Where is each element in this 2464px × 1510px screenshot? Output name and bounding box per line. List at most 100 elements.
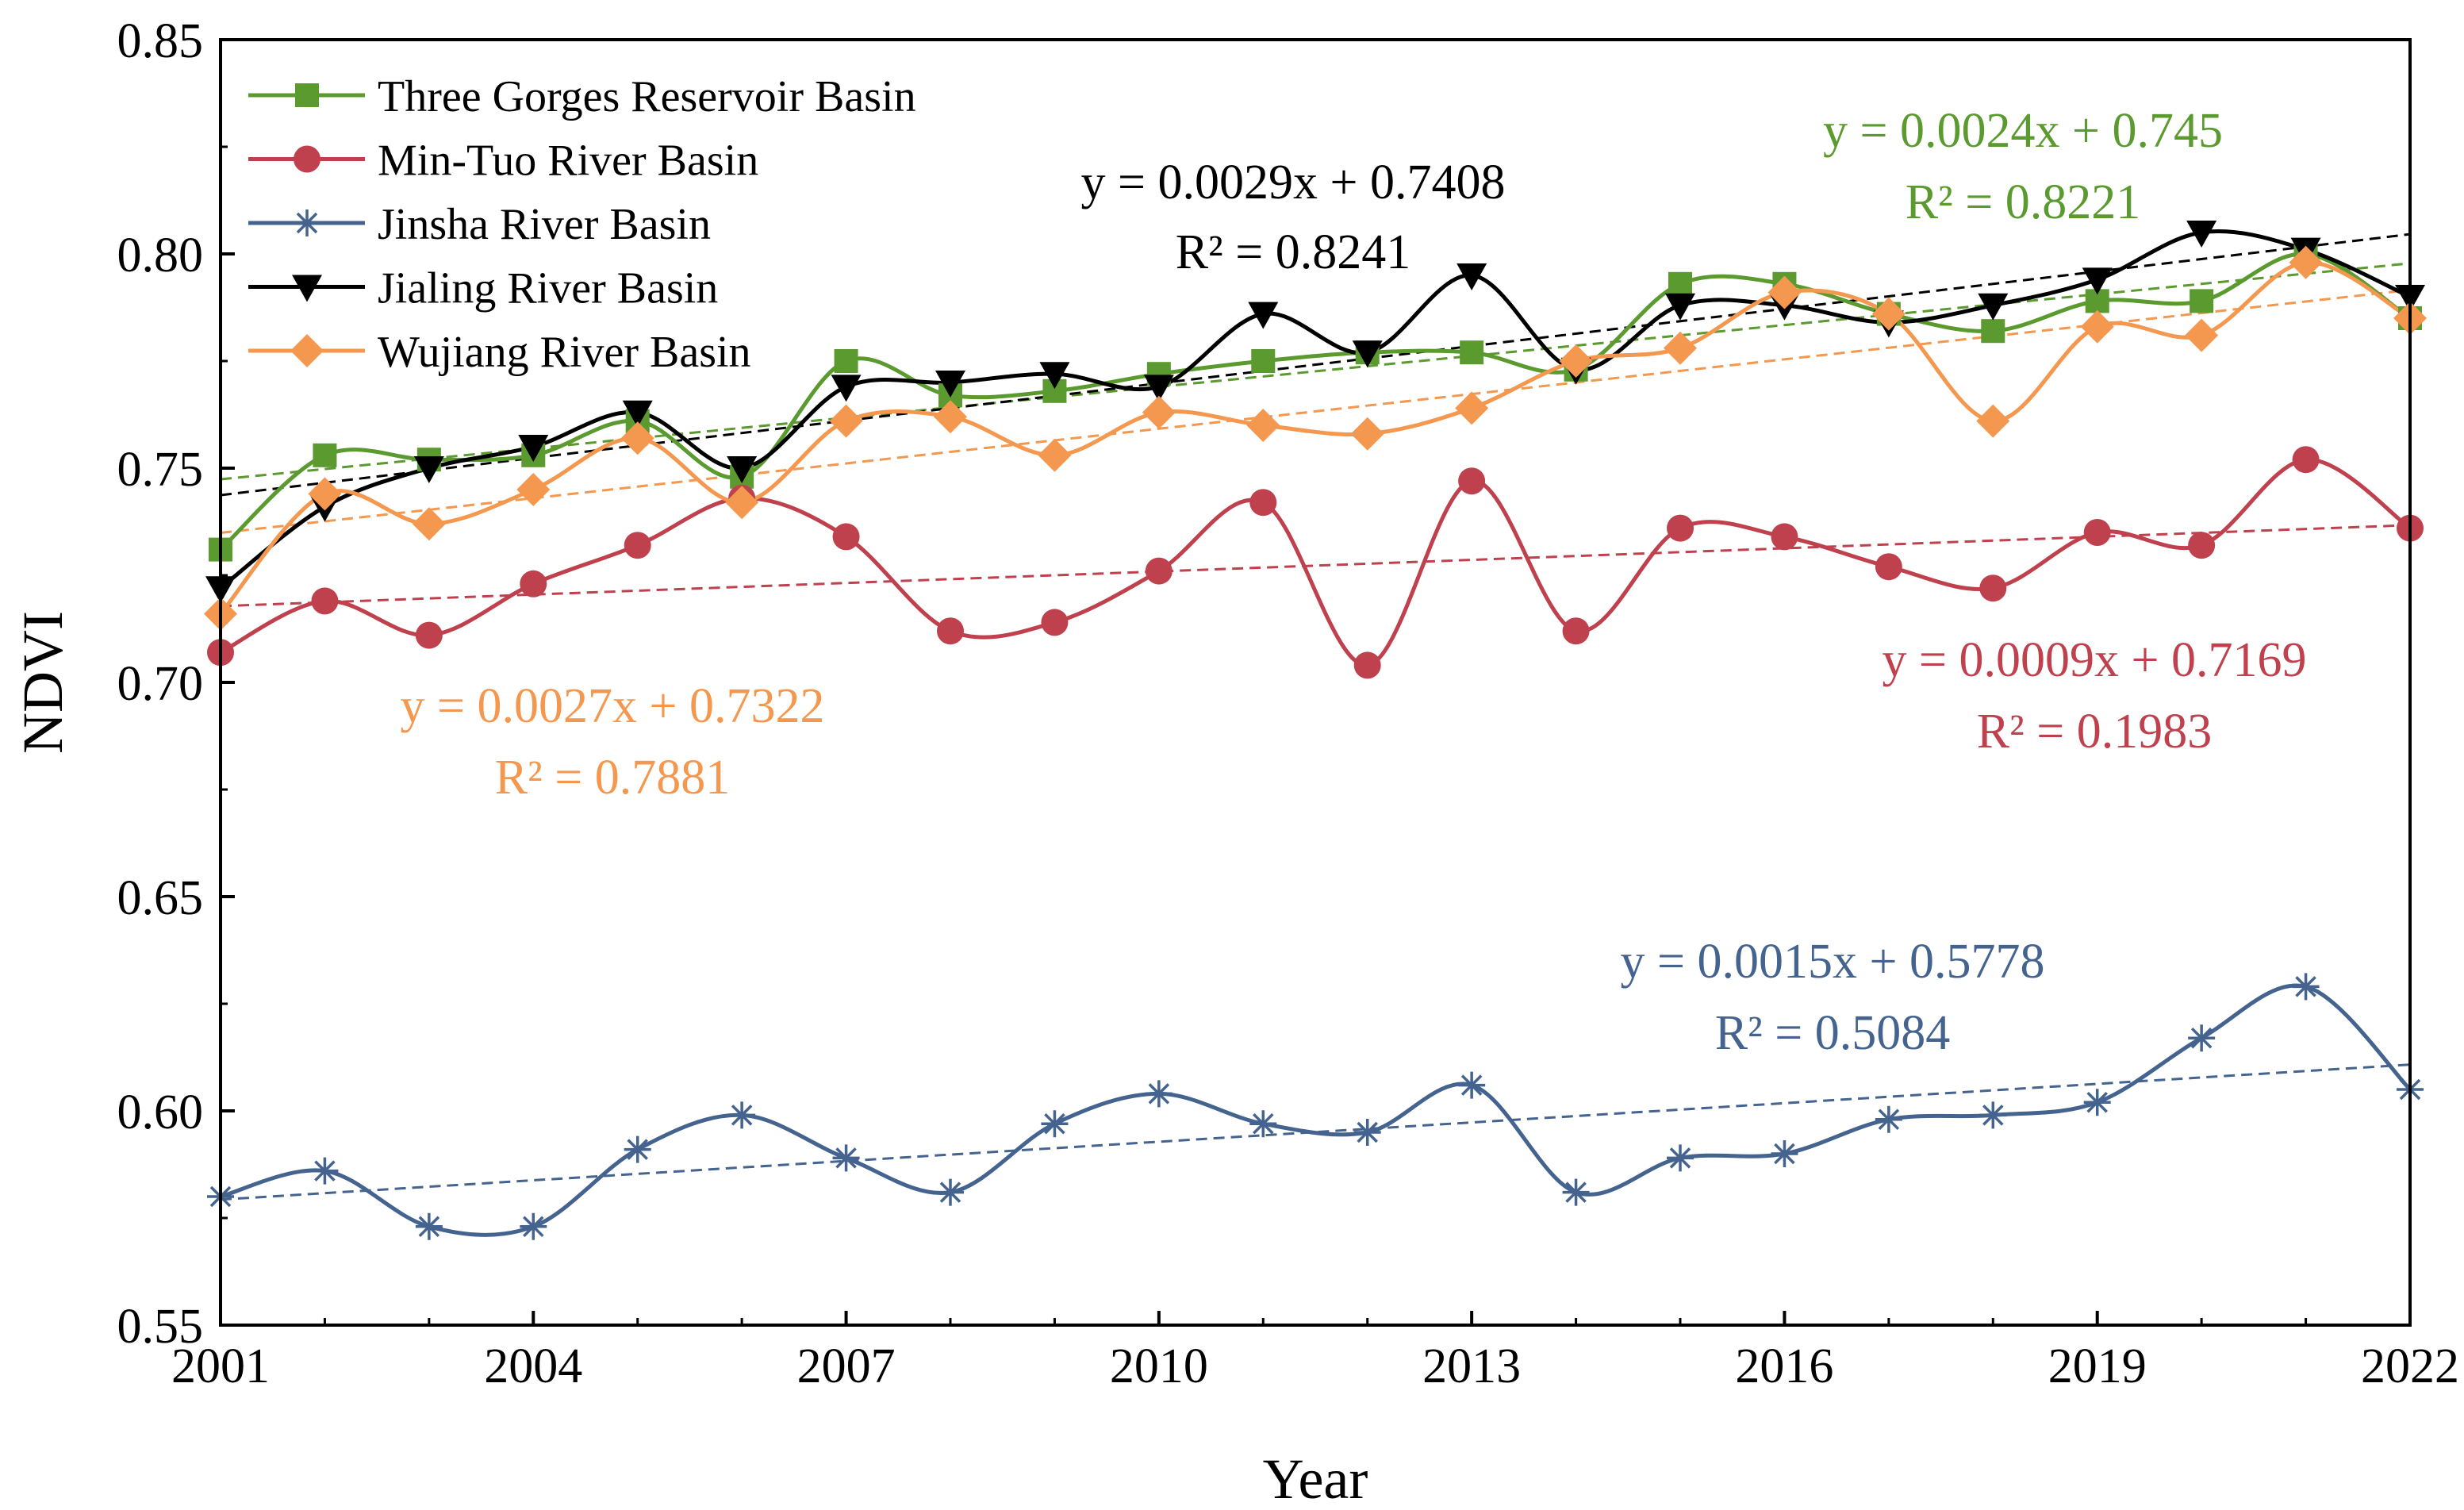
point-jialing-2010	[1143, 375, 1174, 402]
r2-wujiang: R² = 0.7881	[495, 751, 730, 805]
point-jialing-2009	[1039, 362, 1070, 390]
x-tick-label-2013: 2013	[1422, 1339, 1521, 1393]
legend-marker-min-tuo	[294, 145, 320, 173]
point-wujiang-2003	[412, 507, 446, 541]
point-jialing-2019	[2082, 267, 2113, 295]
point-min-tuo-2021	[2292, 446, 2320, 474]
point-jinsha-2021	[2292, 973, 2320, 1001]
point-min-tuo-2012	[1353, 651, 1381, 679]
point-jialing-2015	[1665, 293, 1695, 321]
legend-label-min-tuo: Min-Tuo River Basin	[378, 136, 758, 186]
point-min-tuo-2013	[1458, 467, 1486, 495]
point-jialing-2003	[413, 456, 444, 483]
point-wujiang-2017	[1871, 297, 1906, 331]
series-line-jialing	[219, 229, 2412, 590]
point-jinsha-2011	[1249, 1110, 1277, 1138]
equation-wujiang: y = 0.0027x + 0.7322	[401, 679, 825, 733]
trendline-min-tuo	[220, 524, 2411, 608]
point-wujiang-2015	[1664, 331, 1697, 365]
point-jialing-2006	[727, 456, 758, 483]
point-wujiang-2011	[1246, 409, 1280, 442]
point-wujiang-2020	[2185, 318, 2219, 352]
point-min-tuo-2020	[2188, 532, 2216, 559]
y-tick-label-0.75: 0.75	[117, 443, 204, 497]
point-three-gorges-2020	[2190, 289, 2214, 313]
point-jinsha-2018	[1979, 1101, 2007, 1129]
annotation-min-tuo: y = 0.0009x + 0.7169 R² = 0.1983	[1883, 633, 2307, 759]
y-tick-label-0.80: 0.80	[117, 229, 204, 282]
r2-three-gorges: R² = 0.8221	[1906, 175, 2140, 229]
point-min-tuo-2002	[311, 587, 339, 615]
annotation-wujiang: y = 0.0027x + 0.7322 R² = 0.7881	[401, 679, 825, 805]
point-jinsha-2002	[311, 1157, 339, 1185]
point-wujiang-2021	[2289, 245, 2323, 279]
point-min-tuo-2018	[1979, 574, 2007, 602]
point-three-gorges-2002	[313, 443, 337, 467]
point-wujiang-2018	[1976, 404, 2010, 438]
point-min-tuo-2003	[415, 621, 443, 649]
point-wujiang-2008	[934, 400, 967, 434]
point-jinsha-2019	[2083, 1089, 2111, 1116]
point-min-tuo-2004	[520, 570, 547, 597]
x-tick-label-2007: 2007	[797, 1339, 896, 1393]
point-jinsha-2020	[2188, 1024, 2216, 1052]
point-min-tuo-2016	[1771, 523, 1798, 551]
point-three-gorges-2013	[1460, 340, 1484, 365]
point-jinsha-2004	[520, 1212, 547, 1240]
point-min-tuo-2014	[1562, 617, 1590, 645]
point-wujiang-2004	[516, 473, 551, 506]
point-jinsha-2016	[1771, 1140, 1798, 1167]
point-wujiang-2007	[829, 404, 863, 438]
point-jialing-2013	[1457, 263, 1487, 290]
point-min-tuo-2007	[832, 523, 860, 551]
point-three-gorges-2007	[834, 349, 858, 373]
series-line-wujiang	[219, 260, 2412, 616]
point-min-tuo-2011	[1249, 489, 1277, 517]
series-line-min-tuo	[219, 457, 2412, 667]
point-min-tuo-2010	[1145, 557, 1173, 585]
legend-label-jialing: Jialing River Basin	[378, 264, 718, 313]
point-min-tuo-2009	[1041, 609, 1069, 636]
legend-item-jinsha: Jinsha River Basin	[248, 200, 711, 249]
legend-marker-three-gorges	[295, 83, 319, 107]
point-jinsha-2005	[624, 1135, 651, 1163]
point-jinsha-2012	[1353, 1119, 1381, 1146]
point-jialing-2004	[518, 435, 549, 462]
legend-marker-wujiang	[290, 334, 324, 367]
annotation-jinsha: y = 0.0015x + 0.5778 R² = 0.5084	[1621, 935, 2045, 1060]
equation-min-tuo: y = 0.0009x + 0.7169	[1883, 633, 2307, 687]
point-wujiang-2016	[1767, 275, 1802, 309]
series-line-jinsha	[220, 983, 2412, 1237]
point-three-gorges-2015	[1668, 271, 1692, 296]
point-wujiang-2012	[1350, 417, 1384, 451]
point-wujiang-2013	[1455, 391, 1489, 425]
point-jialing-2011	[1248, 302, 1279, 329]
point-jinsha-2017	[1875, 1105, 1902, 1133]
annotation-jialing: y = 0.0029x + 0.7408 R² = 0.8241	[1081, 156, 1506, 279]
x-tick-label-2004: 2004	[484, 1339, 582, 1393]
annotation-three-gorges: y = 0.0024x + 0.745 R² = 0.8221	[1823, 104, 2223, 229]
legend-marker-jinsha	[294, 209, 320, 236]
point-jinsha-2003	[415, 1212, 443, 1240]
trendline-jialing	[220, 232, 2411, 497]
x-tick-label-2010: 2010	[1110, 1339, 1208, 1393]
legend-marker-jialing	[292, 275, 322, 302]
trendline-wujiang	[220, 288, 2411, 535]
point-jinsha-2007	[832, 1144, 860, 1172]
x-tick-label-2022: 2022	[2361, 1339, 2459, 1393]
legend-label-jinsha: Jinsha River Basin	[378, 200, 711, 249]
legend-item-min-tuo: Min-Tuo River Basin	[248, 136, 758, 186]
series-lines	[219, 229, 2412, 1237]
point-wujiang-2019	[2080, 309, 2114, 344]
point-jinsha-2008	[937, 1178, 964, 1206]
point-wujiang-2005	[620, 421, 654, 455]
point-jialing-2020	[2186, 221, 2217, 248]
point-jialing-2008	[935, 371, 965, 398]
axes: 2001 2004 2007 2010 2013 2016 2019 2022 0.55 0.60…	[117, 14, 2460, 1393]
point-min-tuo-2017	[1875, 553, 1902, 581]
point-jinsha-2009	[1041, 1110, 1069, 1138]
equation-three-gorges: y = 0.0024x + 0.745	[1823, 104, 2223, 158]
point-wujiang-2009	[1038, 438, 1072, 472]
r2-min-tuo: R² = 0.1983	[1977, 705, 2212, 759]
